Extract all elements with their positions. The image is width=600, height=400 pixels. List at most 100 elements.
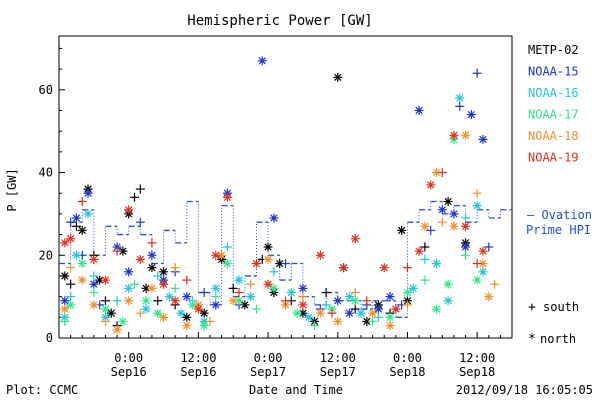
north-point xyxy=(298,308,308,318)
point-stroke-d2 xyxy=(148,284,156,293)
point-stroke-d2 xyxy=(200,321,208,330)
south-point xyxy=(281,259,290,269)
point-stroke-d2 xyxy=(421,222,429,230)
point-stroke-d2 xyxy=(316,309,325,317)
point-stroke-d2 xyxy=(276,259,284,268)
point-stroke-d2 xyxy=(136,255,144,264)
ovation-label-line1: — Ovation xyxy=(527,208,592,222)
point-stroke-d2 xyxy=(125,284,133,293)
x-tick-time-label: 0:00 xyxy=(254,351,283,365)
south-point xyxy=(112,246,122,256)
north-point xyxy=(402,287,412,297)
north-point xyxy=(426,180,436,190)
north-point xyxy=(269,283,279,293)
plot-credit: Plot: CCMC xyxy=(6,383,78,397)
point-stroke-d2 xyxy=(72,251,81,259)
north-point xyxy=(344,292,354,302)
point-stroke-d2 xyxy=(461,243,470,251)
ovation-label-line2: Prime HPI xyxy=(526,223,591,237)
north-point xyxy=(182,321,192,331)
point-stroke-d2 xyxy=(299,309,307,317)
north-point xyxy=(368,308,378,318)
point-stroke-d2 xyxy=(374,305,383,313)
point-stroke-d2 xyxy=(119,247,127,255)
north-point xyxy=(304,312,314,322)
south-point xyxy=(437,217,447,227)
north-point xyxy=(77,225,87,235)
north-point xyxy=(147,283,157,293)
north-point xyxy=(472,275,482,285)
point-stroke-d2 xyxy=(159,280,168,288)
north-point xyxy=(159,267,169,277)
legend-entry: NOAA-15 xyxy=(528,65,579,79)
south-point xyxy=(420,254,430,264)
point-stroke-d2 xyxy=(363,317,371,326)
point-stroke-d2 xyxy=(212,251,220,259)
point-stroke-d2 xyxy=(450,131,458,139)
south-point xyxy=(89,287,99,297)
south-point xyxy=(251,304,261,314)
point-stroke-d2 xyxy=(125,206,133,214)
north-point xyxy=(147,250,157,260)
marker-legend: + south * north xyxy=(528,300,579,347)
north-point xyxy=(478,246,488,256)
point-stroke-d2 xyxy=(217,251,226,259)
north-point xyxy=(159,312,169,322)
north-point xyxy=(298,300,308,310)
south-point xyxy=(321,287,331,297)
plot-frame xyxy=(58,35,513,339)
point-stroke-d2 xyxy=(188,301,197,309)
y-tick-label: 40 xyxy=(39,166,53,180)
south-point xyxy=(281,296,290,306)
north-point xyxy=(71,250,81,260)
point-stroke-d2 xyxy=(212,301,220,309)
south-point xyxy=(350,304,360,314)
legend-entry: NOAA-16 xyxy=(528,86,579,100)
south-point xyxy=(135,184,145,194)
y-tick-label: 0 xyxy=(46,331,53,345)
north-point xyxy=(234,275,244,285)
north-point xyxy=(176,308,186,318)
north-point xyxy=(449,209,459,219)
point-stroke-d2 xyxy=(194,305,203,313)
north-point xyxy=(286,287,296,297)
point-stroke-d2 xyxy=(473,201,481,210)
point-stroke-d2 xyxy=(427,181,435,189)
north-point xyxy=(170,296,180,306)
south-point xyxy=(100,316,110,326)
point-stroke-d2 xyxy=(334,73,342,82)
point-stroke-d2 xyxy=(339,264,348,272)
point-stroke-d2 xyxy=(72,214,81,222)
point-stroke-d2 xyxy=(241,301,249,309)
north-point xyxy=(199,321,209,331)
point-stroke-d2 xyxy=(305,313,313,321)
chart-title: Hemispheric Power [GW] xyxy=(187,13,372,29)
north-point xyxy=(443,279,453,289)
point-stroke-d2 xyxy=(61,239,69,247)
x-tick-day-label: Sep17 xyxy=(320,365,356,379)
north-point xyxy=(356,308,366,318)
south-point xyxy=(130,279,139,289)
south-point xyxy=(362,296,372,306)
north-point xyxy=(124,267,134,277)
point-stroke-d2 xyxy=(461,222,470,230)
point-stroke-d2 xyxy=(148,251,156,259)
north-point xyxy=(153,308,163,318)
plot-timestamp: 2012/09/18 16:05:05 xyxy=(456,383,593,397)
north-point xyxy=(443,196,453,206)
north-point xyxy=(147,263,157,273)
north-point xyxy=(89,279,99,289)
point-stroke-d2 xyxy=(386,313,394,321)
south-point xyxy=(89,271,99,281)
south-point xyxy=(461,250,471,260)
north-point xyxy=(292,308,302,318)
point-stroke-d2 xyxy=(415,247,423,255)
x-tick-time-label: 12:00 xyxy=(459,351,495,365)
x-tick-day-label: Sep16 xyxy=(180,365,216,379)
north-point xyxy=(182,292,192,302)
north-point xyxy=(211,250,221,260)
south-point xyxy=(426,225,436,235)
legend-entry: NOAA-18 xyxy=(528,129,579,143)
south-point xyxy=(327,308,337,318)
